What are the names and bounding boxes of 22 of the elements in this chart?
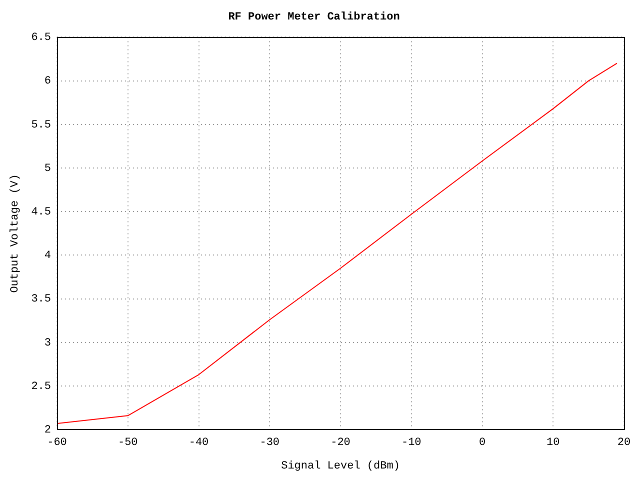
x-tick-label: -20 — [330, 437, 350, 450]
y-axis-title: Output Voltage (V) — [10, 174, 22, 293]
y-tick-label: 2 — [44, 424, 52, 437]
chart-title: RF Power Meter Calibration — [228, 11, 400, 24]
y-tick-label: 6 — [44, 76, 52, 88]
y-tick-label: 3.5 — [31, 294, 52, 306]
x-tick-label: 10 — [546, 437, 560, 450]
x-tick-label: -30 — [260, 437, 280, 450]
y-tick-label: 5.5 — [31, 119, 52, 132]
x-tick-label: -10 — [401, 437, 422, 450]
y-tick-label: 6.5 — [31, 32, 52, 44]
y-tick-label: 2.5 — [31, 380, 52, 393]
y-tick-label: 5 — [44, 162, 52, 175]
x-axis-title: Signal Level (dBm) — [281, 460, 400, 472]
y-tick-label: 4 — [44, 250, 52, 262]
x-tick-label: 20 — [617, 437, 631, 450]
x-tick-label: -40 — [188, 437, 209, 450]
y-tick-label: 4.5 — [31, 206, 52, 219]
x-tick-label: -60 — [47, 437, 67, 450]
y-tick-label: 3 — [44, 337, 52, 350]
x-tick-label: 0 — [478, 437, 486, 450]
x-tick-label: -50 — [118, 437, 138, 450]
